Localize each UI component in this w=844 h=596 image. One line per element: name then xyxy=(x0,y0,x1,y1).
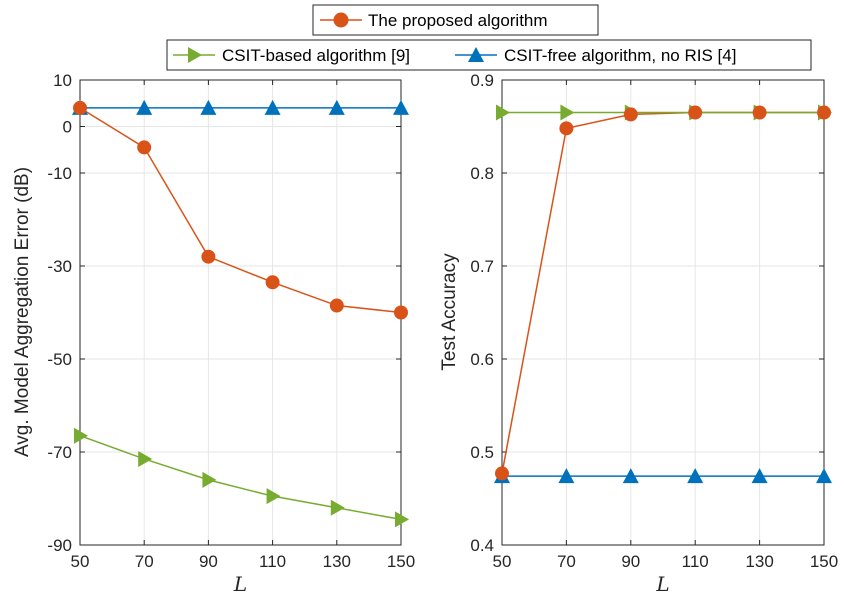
data-point-proposed xyxy=(752,105,767,120)
x-tick-label: 50 xyxy=(493,552,512,571)
y-axis-label: Avg. Model Aggregation Error (dB) xyxy=(12,167,33,457)
data-point-proposed xyxy=(623,107,638,122)
x-axis-label: L xyxy=(655,572,669,596)
legend-label-proposed: The proposed algorithm xyxy=(368,11,548,30)
x-tick-label: 150 xyxy=(810,552,838,571)
data-point-csit-free xyxy=(264,99,281,115)
data-point-csit-free xyxy=(816,468,832,484)
y-axis-label: Test Accuracy xyxy=(439,253,460,371)
legend-marker-csit-based xyxy=(188,47,202,63)
data-point-proposed xyxy=(394,305,408,320)
series-line-csit-based xyxy=(79,435,402,521)
y-tick-label: -50 xyxy=(47,350,72,369)
data-point-proposed xyxy=(559,121,574,136)
right-chart-panel: 50 70 90 110 130 150 0.4 0.5 0.6 0.7 0.8 0.9 L Test A… xyxy=(439,71,838,596)
y-tick-label: 0.6 xyxy=(470,350,494,369)
y-tick-label: -10 xyxy=(47,164,72,183)
legend-label-csit-free: CSIT-free algorithm, no RIS [4] xyxy=(504,46,736,65)
y-tick-label: 0.5 xyxy=(470,443,494,462)
legend-bottom: CSIT-based algorithm [9] CSIT-free algor… xyxy=(166,39,812,71)
data-point-csit-based xyxy=(202,471,217,488)
data-point-csit-free xyxy=(200,99,217,115)
data-point-csit-free xyxy=(328,99,345,115)
x-tick-label: 70 xyxy=(135,552,154,571)
left-chart-panel: 50 70 90 110 130 150 10 0 -10 -30 -50 -70 -90 L Avg. M… xyxy=(12,71,415,596)
data-point-csit-based xyxy=(138,450,153,467)
data-point-csit-free xyxy=(687,468,704,484)
x-tick-label: 110 xyxy=(682,552,709,571)
data-point-csit-based xyxy=(330,499,345,516)
data-point-proposed xyxy=(495,466,509,481)
y-tick-label: 0 xyxy=(63,118,72,137)
x-tick-label: 50 xyxy=(71,552,90,571)
data-point-proposed xyxy=(73,100,87,115)
legend-marker-proposed xyxy=(333,12,349,28)
y-tick-label: 0.4 xyxy=(470,536,494,555)
data-point-proposed xyxy=(201,249,216,264)
data-point-csit-based xyxy=(74,427,88,444)
x-tick-label: 130 xyxy=(745,552,773,571)
plot-area xyxy=(80,80,401,545)
data-point-csit-based xyxy=(496,104,510,121)
y-tick-label: -70 xyxy=(47,443,72,462)
x-tick-label: 130 xyxy=(323,552,351,571)
x-tick-label: 90 xyxy=(199,552,218,571)
data-point-proposed xyxy=(265,275,280,290)
plot-area xyxy=(502,80,824,545)
data-point-csit-free xyxy=(622,468,639,484)
data-point-proposed xyxy=(137,140,152,155)
series-line-proposed xyxy=(79,107,402,314)
axes-box xyxy=(501,79,825,546)
x-tick-label: 90 xyxy=(621,552,640,571)
y-tick-label: -90 xyxy=(47,536,72,555)
legend-label-csit-based: CSIT-based algorithm [9] xyxy=(222,46,410,65)
data-point-proposed xyxy=(329,298,344,313)
y-tick-label: -30 xyxy=(47,257,72,276)
data-point-csit-free xyxy=(136,99,153,115)
data-point-csit-free xyxy=(751,468,768,484)
data-point-csit-free xyxy=(558,468,575,484)
x-axis-label: L xyxy=(233,572,247,596)
y-tick-label: 0.7 xyxy=(470,257,494,276)
x-tick-label: 150 xyxy=(387,552,415,571)
data-point-csit-free xyxy=(393,99,409,115)
data-point-csit-based xyxy=(395,511,409,528)
y-tick-label: 0.9 xyxy=(470,71,494,90)
data-point-proposed xyxy=(817,105,831,120)
y-tick-label: 10 xyxy=(53,71,72,90)
data-point-csit-based xyxy=(560,104,575,121)
x-tick-label: 110 xyxy=(259,552,286,571)
x-tick-label: 70 xyxy=(557,552,576,571)
y-tick-label: 0.8 xyxy=(470,164,494,183)
legend-top: The proposed algorithm xyxy=(312,4,599,36)
data-point-proposed xyxy=(688,105,703,120)
legend-marker-csit-free xyxy=(468,47,484,62)
data-point-csit-based xyxy=(266,488,281,505)
